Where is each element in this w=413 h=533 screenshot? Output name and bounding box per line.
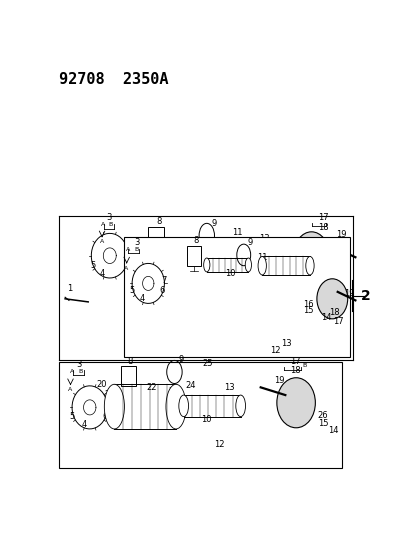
Ellipse shape [244,258,251,272]
Text: 26: 26 [317,411,328,420]
Text: 3: 3 [134,238,140,247]
Text: B: B [78,369,82,374]
Text: A: A [100,239,104,244]
Ellipse shape [235,395,245,417]
Text: 21: 21 [104,390,114,399]
Text: 5: 5 [69,412,75,421]
Text: 5: 5 [129,286,135,295]
Text: 11: 11 [232,228,242,237]
Bar [186,246,200,265]
Text: 12: 12 [214,440,224,449]
Text: 22: 22 [146,383,157,392]
Ellipse shape [305,256,313,275]
Ellipse shape [280,246,290,267]
Text: 18: 18 [317,222,328,231]
Bar [120,366,135,386]
Ellipse shape [276,378,315,428]
Text: 2: 2 [361,289,370,303]
Text: 25: 25 [202,359,212,368]
Text: 17: 17 [289,357,300,366]
Text: 19: 19 [274,376,285,385]
Text: 7: 7 [161,276,166,285]
Text: 6: 6 [159,286,165,295]
Text: A: A [100,222,104,228]
Text: 92708  2350A: 92708 2350A [59,71,168,87]
Text: A: A [126,247,130,252]
Text: 24: 24 [185,381,195,390]
Text: 9: 9 [211,219,216,228]
Text: 18: 18 [289,366,300,375]
Ellipse shape [257,256,266,275]
Ellipse shape [225,246,234,267]
Ellipse shape [166,384,185,429]
Text: 23: 23 [168,387,178,397]
Text: 7: 7 [104,400,109,409]
Bar [123,237,349,357]
Text: 6: 6 [123,261,129,270]
Text: 12: 12 [243,268,254,277]
Text: 10: 10 [197,264,208,273]
Text: 10: 10 [224,270,235,278]
Text: 7: 7 [125,250,130,259]
Text: 15: 15 [317,419,328,428]
Text: 14: 14 [327,426,337,435]
Text: A: A [124,265,128,271]
Text: 4: 4 [81,419,86,429]
Text: 9: 9 [178,355,183,364]
Text: 14: 14 [269,253,280,262]
Ellipse shape [104,384,124,429]
Ellipse shape [170,249,178,265]
Text: 17: 17 [317,213,328,222]
Text: B: B [301,364,306,368]
Text: 3: 3 [76,360,81,369]
Text: 8: 8 [193,236,199,245]
Text: 12: 12 [269,346,280,356]
Text: 17: 17 [332,317,343,326]
Ellipse shape [221,249,228,265]
Text: 8: 8 [127,357,133,366]
Ellipse shape [203,258,209,272]
Text: 16: 16 [280,244,291,253]
Text: 4: 4 [140,294,145,303]
Bar [59,362,342,468]
Text: 13: 13 [280,339,291,348]
Text: 8: 8 [156,217,161,226]
Text: 14: 14 [321,313,331,322]
Text: 15: 15 [302,305,313,314]
Ellipse shape [293,232,328,278]
Text: 13: 13 [259,234,269,243]
Text: 4: 4 [100,270,105,278]
Text: B: B [134,247,138,252]
Text: 19: 19 [335,230,346,239]
Bar [148,227,163,249]
Text: B: B [108,222,112,228]
Text: 13: 13 [223,383,234,392]
Text: 1: 1 [67,284,72,293]
Text: 5: 5 [90,261,95,270]
Text: 9: 9 [247,238,252,247]
Text: 11: 11 [256,253,267,262]
Text: 10: 10 [201,415,211,424]
Text: A: A [68,387,72,392]
Text: 16: 16 [302,300,313,309]
Text: 3: 3 [106,213,112,222]
Ellipse shape [316,279,347,319]
Text: 18: 18 [328,308,339,317]
Ellipse shape [178,395,188,417]
Text: 6: 6 [102,412,108,421]
Text: 19: 19 [343,289,354,298]
Text: 20: 20 [97,381,107,390]
Text: A: A [69,369,74,374]
Text: 15: 15 [266,239,277,248]
